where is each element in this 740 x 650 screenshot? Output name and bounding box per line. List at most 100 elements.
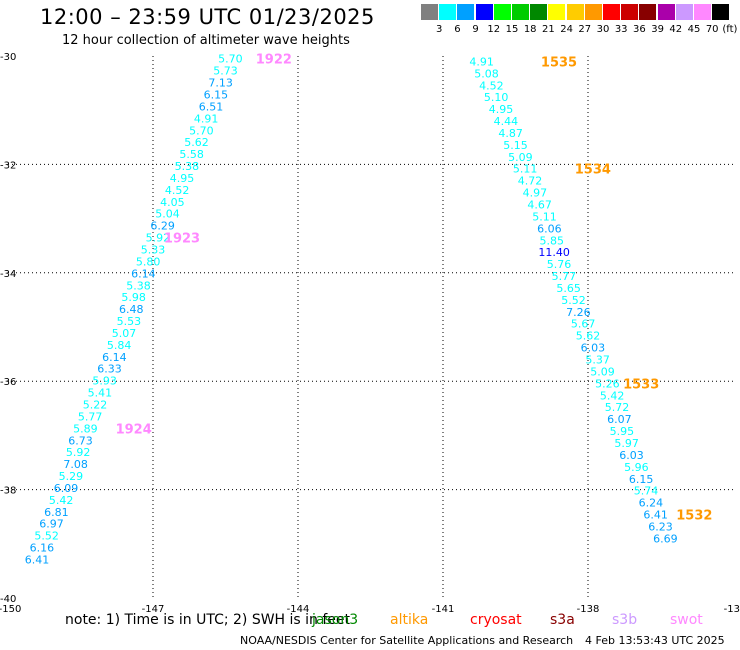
credit-line: NOAA/NESDIS Center for Satellite Applica…	[240, 634, 574, 647]
wave-height-value: 5.09	[508, 151, 533, 164]
satellite-label-altika: altika	[390, 612, 429, 628]
legend-swatch	[457, 4, 475, 20]
latitude-label: -32	[0, 160, 16, 171]
legend-label: 12	[487, 24, 501, 35]
wave-height-value: 6.14	[131, 267, 156, 280]
wave-height-value: 4.87	[498, 127, 523, 140]
legend-swatch	[512, 4, 529, 20]
wave-height-value: 6.16	[30, 542, 55, 555]
wave-height-value: 5.11	[532, 210, 557, 223]
wave-height-value: 6.03	[581, 342, 606, 355]
wave-height-value: 4.72	[518, 175, 543, 188]
legend-swatch	[439, 4, 457, 20]
wave-height-value: 5.92	[146, 232, 171, 245]
longitude-label: -141	[432, 604, 455, 615]
wave-height-value: 6.51	[199, 100, 224, 113]
legend-label: 21	[542, 24, 555, 35]
legend-label: 27	[578, 24, 592, 35]
wave-height-value: 7.26	[566, 306, 591, 319]
wave-height-value: 5.15	[503, 139, 528, 152]
legend-label: 18	[523, 24, 537, 35]
wave-height-value: 5.65	[556, 282, 581, 295]
legend-label: 36	[633, 24, 646, 35]
longitude-label: -150	[0, 604, 21, 615]
wave-height-value: 5.07	[112, 327, 137, 340]
legend-swatch	[675, 4, 693, 20]
wave-height-value: 5.38	[126, 279, 151, 292]
wave-height-value: 5.04	[155, 208, 180, 221]
wave-height-value: 4.52	[165, 184, 190, 197]
wave-height-value: 6.29	[150, 220, 175, 233]
wave-height-value: 5.70	[218, 53, 243, 66]
legend-label: 33	[614, 24, 628, 35]
wave-height-value: 5.22	[83, 399, 108, 412]
wave-height-value: 5.72	[605, 401, 630, 414]
wave-height-value: 7.08	[63, 458, 88, 471]
wave-height-value: 5.92	[66, 446, 91, 459]
wave-height-value: 5.62	[576, 330, 601, 343]
legend-swatch	[421, 4, 438, 20]
longitude-label: -13	[724, 604, 740, 615]
wave-height-value: 5.80	[136, 255, 161, 268]
pass-time-label: 1532	[676, 509, 712, 524]
wave-height-value: 6.15	[204, 88, 229, 101]
generated-timestamp: 4 Feb 13:53:43 UTC 2025	[585, 634, 725, 647]
latitude-label: -36	[0, 377, 16, 388]
wave-height-value: 5.93	[92, 375, 117, 388]
page-subtitle: 12 hour collection of altimeter wave hei…	[62, 33, 350, 48]
legend-swatch	[548, 4, 566, 20]
page-title: 12:00 – 23:59 UTC 01/23/2025	[40, 5, 375, 29]
legend-swatch	[639, 4, 657, 20]
wave-height-value: 6.97	[39, 518, 64, 531]
pass-time-label: 1534	[575, 163, 611, 178]
legend-label: 6	[454, 24, 461, 35]
wave-height-value: 5.58	[179, 148, 204, 161]
legend-label: 15	[505, 24, 519, 35]
legend-swatch	[584, 4, 602, 20]
wave-height-value: 5.52	[561, 294, 586, 307]
wave-height-value: 5.73	[213, 65, 238, 78]
longitude-label: -144	[287, 604, 310, 615]
latitude-label: -30	[0, 52, 16, 63]
latitude-label: -34	[0, 269, 16, 280]
wave-height-value: 4.05	[160, 196, 185, 209]
wave-height-value: 5.95	[610, 425, 635, 438]
wave-height-value: 5.29	[59, 470, 84, 483]
wave-height-value: 4.95	[170, 172, 195, 185]
wave-height-value: 5.08	[474, 67, 499, 80]
wave-height-value: 6.41	[25, 554, 50, 567]
wave-height-value: 5.42	[49, 494, 74, 507]
legend-label: 45	[687, 24, 701, 35]
wave-height-value: 4.67	[527, 199, 552, 212]
wave-height-value: 5.67	[571, 318, 596, 331]
wave-height-value: 5.53	[117, 315, 142, 328]
pass-time-label: 1535	[541, 55, 577, 70]
wave-height-value: 4.91	[194, 112, 219, 125]
pass-time-label: 1922	[256, 53, 292, 68]
wave-height-value: 6.06	[537, 222, 562, 235]
pass-time-label: 1533	[623, 377, 659, 392]
wave-height-value: 5.42	[600, 389, 625, 402]
legend-label: 3	[436, 24, 443, 35]
wave-height-value: 5.89	[73, 422, 98, 435]
wave-height-value: 6.81	[44, 506, 69, 519]
legend-swatch	[493, 4, 511, 20]
wave-height-value: 7.13	[208, 77, 233, 90]
wave-height-value: 5.09	[590, 365, 615, 378]
units-note: note: 1) Time is in UTC; 2) SWH is in fe…	[65, 612, 351, 628]
legend-unit: (ft)	[722, 24, 738, 35]
wave-height-value: 4.52	[479, 79, 504, 92]
wave-height-value: 5.37	[585, 354, 610, 367]
longitude-label: -147	[142, 604, 165, 615]
legend-label: 9	[472, 24, 479, 35]
wave-height-value: 5.11	[513, 163, 538, 176]
wave-height-value: 6.03	[619, 449, 644, 462]
wave-height-value: 5.26	[595, 377, 620, 390]
wave-height-value: 5.97	[614, 437, 639, 450]
latitude-label: -40	[0, 594, 16, 605]
wave-height-value: 11.40	[538, 246, 570, 259]
legend-label: 42	[669, 24, 683, 35]
legend-swatch	[621, 4, 639, 20]
wave-height-value: 5.41	[88, 387, 113, 400]
